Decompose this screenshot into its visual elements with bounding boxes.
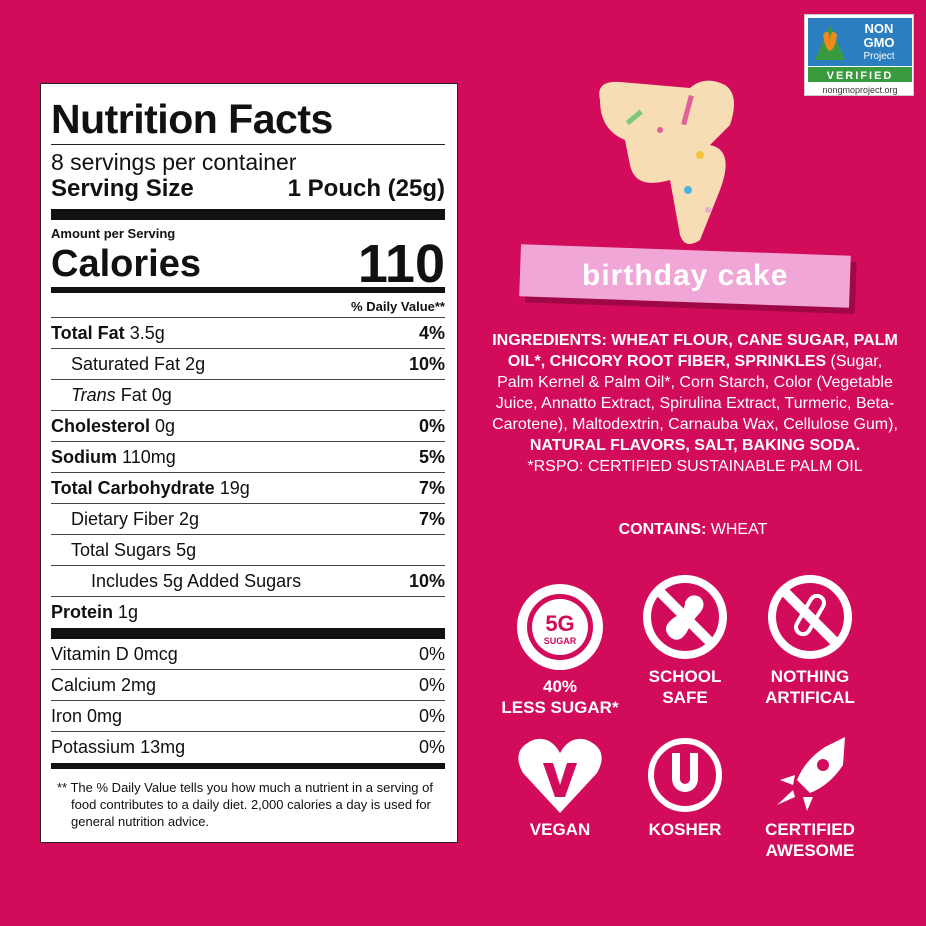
vitamin-row: Iron 0mg 0%	[51, 701, 445, 732]
nutrient-row: Trans Fat 0g	[51, 380, 445, 411]
nutrient-row: Saturated Fat 2g 10%	[51, 349, 445, 380]
divider-medium	[51, 287, 445, 293]
nutrient-row: Protein 1g	[51, 602, 139, 622]
kosher-u-icon	[648, 738, 722, 812]
flavor-name: birthday cake	[581, 258, 789, 292]
daily-value-header: % Daily Value**	[51, 293, 445, 318]
cookie-image	[590, 70, 760, 250]
flavor-banner: birthday cake	[519, 244, 851, 308]
product-panel: NON GMO Project VERIFIED nongmoproject.o…	[460, 0, 926, 926]
badge-vegan: VEGAN	[495, 735, 625, 840]
badge-less-sugar: 5G SUGAR 40% LESS SUGAR*	[495, 582, 625, 718]
nutrient-row: Cholesterol 0g 0%	[51, 411, 445, 442]
serving-size-label: Serving Size	[51, 175, 194, 202]
vitamin-row: Vitamin D 0mcg 0%	[51, 639, 445, 670]
divider-thick	[51, 628, 445, 639]
nutrient-row: Total Fat 3.5g 4%	[51, 318, 445, 349]
amount-per-serving: Amount per Serving	[51, 226, 176, 241]
calories: Calories 110	[51, 234, 445, 294]
vitamin-row: Potassium 13mg 0%	[51, 737, 445, 757]
nutrient-row: Dietary Fiber 2g 7%	[51, 504, 445, 535]
badge-certified-awesome: CERTIFIED AWESOME	[745, 735, 875, 861]
calories-label: Calories	[51, 243, 201, 285]
badge-kosher: KOSHER	[620, 735, 750, 840]
svg-text:VERIFIED: VERIFIED	[827, 70, 894, 82]
badge-school-safe: SCHOOL SAFE	[620, 572, 750, 708]
rspo-note: *RSPO: CERTIFIED SUSTAINABLE PALM OIL	[527, 458, 863, 475]
ingredients: INGREDIENTS: WHEAT FLOUR, CANE SUGAR, PA…	[492, 332, 898, 475]
servings-per-container: 8 servings per container	[51, 149, 297, 175]
nutrition-title: Nutrition Facts	[51, 96, 333, 142]
serving-size-value: 1 Pouch (25g)	[287, 175, 445, 202]
no-peanut-icon	[643, 575, 727, 659]
allergen-contains: CONTAINS: WHEAT	[618, 521, 768, 538]
nutrient-row: Total Carbohydrate 19g 7%	[51, 473, 445, 504]
nutrition-facts-panel: Nutrition Facts 8 servings per container…	[40, 83, 458, 843]
svg-text:GMO: GMO	[863, 35, 894, 50]
no-test-tube-icon	[768, 575, 852, 659]
rocket-icon	[777, 737, 845, 811]
badge-nothing-artificial: NOTHING ARTIFICAL	[745, 572, 875, 708]
svg-text:5G: 5G	[545, 611, 574, 636]
divider-thick	[51, 209, 445, 220]
nutrient-row: Total Sugars 5g	[51, 535, 445, 566]
nutrient-row: Includes 5g Added Sugars 10%	[51, 566, 445, 597]
divider-medium	[51, 763, 445, 769]
footnote: ** The % Daily Value tells you how much …	[57, 780, 433, 829]
non-gmo-verified-logo: NON GMO Project VERIFIED nongmoproject.o…	[804, 14, 914, 96]
svg-text:nongmoproject.org: nongmoproject.org	[822, 85, 897, 95]
svg-text:SUGAR: SUGAR	[544, 636, 577, 646]
calories-value: 110	[357, 234, 445, 294]
divider	[51, 144, 445, 145]
vitamin-row: Calcium 2mg 0%	[51, 670, 445, 701]
5g-sugar-icon: 5G SUGAR	[517, 584, 603, 670]
svg-text:Project: Project	[863, 51, 894, 62]
svg-text:NON: NON	[865, 21, 894, 36]
serving-size: Serving Size 1 Pouch (25g)	[51, 175, 445, 203]
nutrient-row: Sodium 110mg 5%	[51, 442, 445, 473]
vegan-heart-icon	[518, 738, 602, 813]
